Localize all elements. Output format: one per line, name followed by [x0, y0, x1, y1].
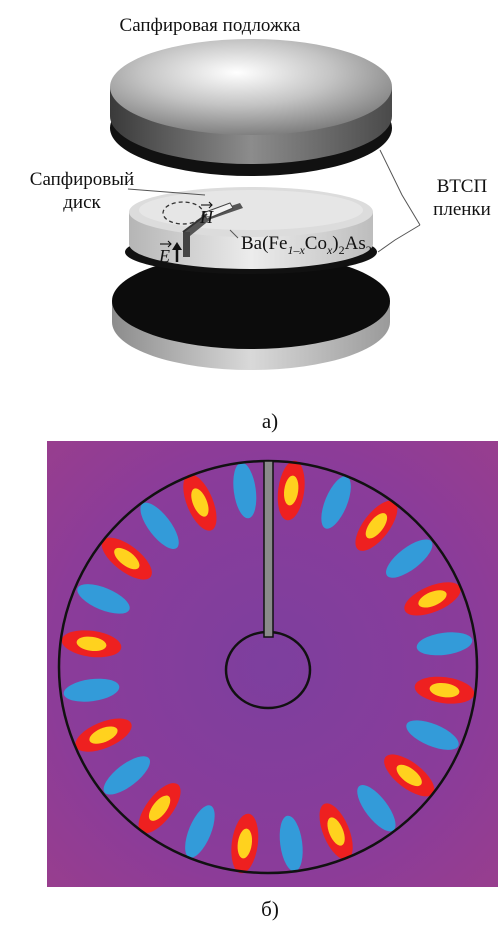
field-lobe — [416, 632, 473, 656]
field-lobe — [319, 803, 353, 860]
field-lobe — [75, 718, 132, 752]
field-lobe — [385, 539, 433, 578]
field-lobe — [355, 500, 398, 551]
field-lobe — [357, 784, 396, 832]
field-lobe — [77, 584, 130, 614]
h-field-loop — [162, 201, 204, 225]
field-lobe — [233, 462, 257, 519]
caption-b: б) — [261, 897, 279, 921]
panel-a: Сапфировая подложка Сапфировый диск ВТСП… — [30, 15, 491, 433]
field-lobes — [61, 460, 475, 874]
leader-lines — [127, 149, 421, 253]
field-lobe — [404, 582, 461, 616]
label-films-line2: пленки — [433, 199, 491, 220]
caption-a: а) — [262, 409, 278, 433]
feed-strip — [263, 460, 274, 638]
label-disk-line2: диск — [63, 192, 101, 213]
field-lobe — [61, 630, 122, 658]
field-lobe — [140, 502, 179, 550]
top-substrate — [110, 39, 392, 176]
field-lobe — [183, 474, 217, 531]
strip-resonator — [182, 202, 243, 257]
e-field-arrow — [172, 242, 182, 262]
label-substrate: Сапфировая подложка — [120, 15, 302, 36]
field-lobe — [277, 460, 305, 521]
field-lobe — [414, 676, 475, 704]
field-lobe — [185, 805, 215, 858]
vector-e-label: E — [158, 246, 170, 266]
field-lobe — [231, 813, 259, 874]
field-lobe — [63, 678, 120, 702]
field-lobe — [138, 783, 181, 834]
vector-h-label: H — [199, 207, 214, 227]
field-lobe — [406, 720, 459, 750]
field-lobe — [101, 537, 152, 580]
vector-e-arrow-icon — [160, 240, 172, 248]
label-disk-line1: Сапфировый — [30, 169, 134, 190]
compound-formula: Ba(Fe1–xCox)2As2 — [241, 233, 372, 257]
field-lobe — [103, 756, 151, 795]
panel-b: б) — [47, 441, 498, 921]
bottom-substrate — [112, 253, 390, 370]
field-lobe — [384, 754, 435, 797]
vector-h-arrow-icon — [201, 201, 213, 209]
field-lobe — [321, 476, 351, 529]
label-films-line1: ВТСП — [437, 176, 488, 197]
field-lobe — [279, 815, 303, 872]
